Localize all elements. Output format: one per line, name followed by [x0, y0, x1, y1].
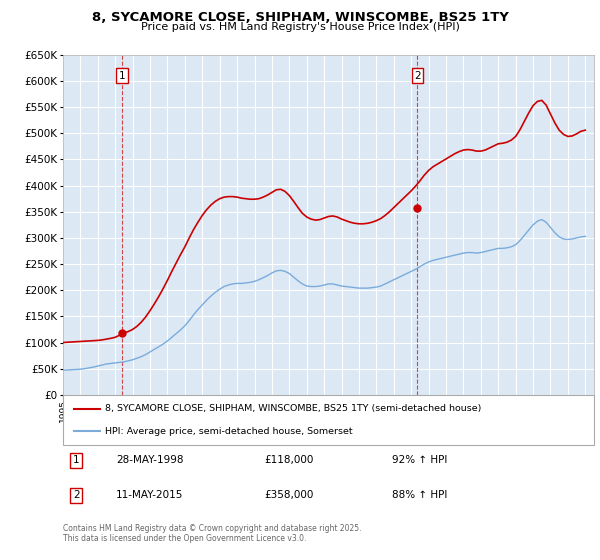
Text: 88% ↑ HPI: 88% ↑ HPI [392, 491, 448, 501]
Text: 8, SYCAMORE CLOSE, SHIPHAM, WINSCOMBE, BS25 1TY (semi-detached house): 8, SYCAMORE CLOSE, SHIPHAM, WINSCOMBE, B… [106, 404, 482, 413]
Text: 8, SYCAMORE CLOSE, SHIPHAM, WINSCOMBE, BS25 1TY: 8, SYCAMORE CLOSE, SHIPHAM, WINSCOMBE, B… [92, 11, 508, 24]
Text: Price paid vs. HM Land Registry's House Price Index (HPI): Price paid vs. HM Land Registry's House … [140, 22, 460, 32]
Text: HPI: Average price, semi-detached house, Somerset: HPI: Average price, semi-detached house,… [106, 427, 353, 436]
Text: £358,000: £358,000 [265, 491, 314, 501]
Text: 2: 2 [73, 491, 80, 501]
FancyBboxPatch shape [63, 395, 594, 445]
Text: 1: 1 [73, 455, 80, 465]
Text: £118,000: £118,000 [265, 455, 314, 465]
Text: 92% ↑ HPI: 92% ↑ HPI [392, 455, 448, 465]
Text: 1: 1 [119, 71, 125, 81]
Text: 2: 2 [414, 71, 421, 81]
Text: 28-MAY-1998: 28-MAY-1998 [116, 455, 184, 465]
Text: Contains HM Land Registry data © Crown copyright and database right 2025.
This d: Contains HM Land Registry data © Crown c… [63, 524, 361, 543]
Text: 11-MAY-2015: 11-MAY-2015 [116, 491, 184, 501]
